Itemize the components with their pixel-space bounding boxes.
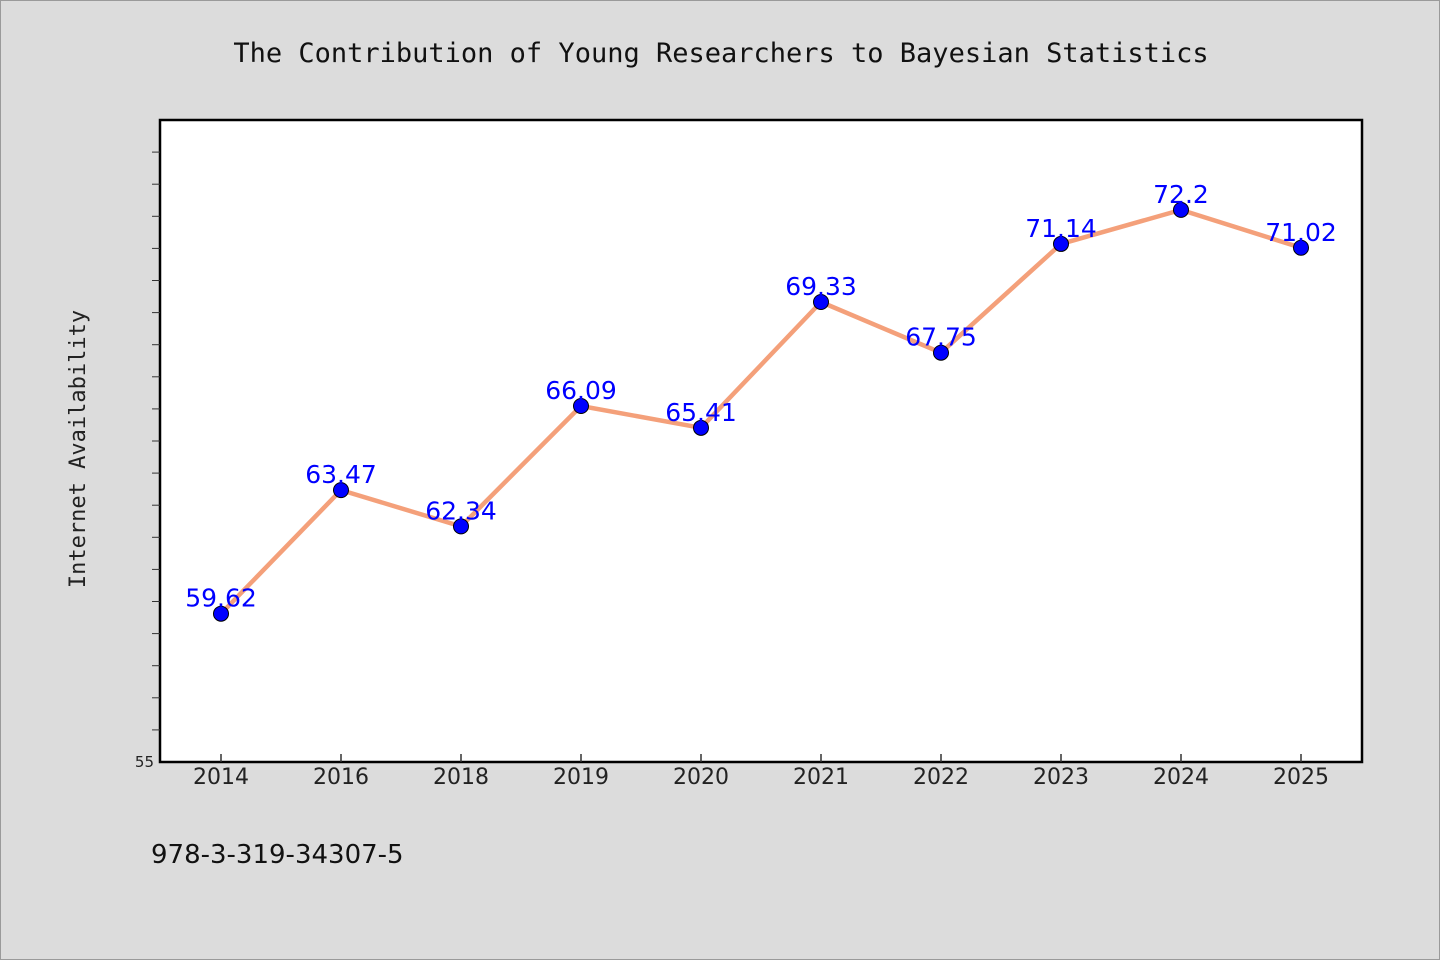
x-tick-label: 2023 [1033,765,1089,790]
x-tick-label: 2014 [193,765,249,790]
x-tick-label: 2025 [1273,765,1329,790]
data-label-2023: 71.14 [1025,214,1097,243]
data-label-2016: 63.47 [305,460,377,489]
data-label-2022: 67.75 [905,323,977,352]
data-point-2022 [933,344,949,361]
y-tick-label: 55 [135,753,154,771]
x-tick-label: 2019 [553,765,609,790]
y-axis-label: Internet Availability [66,310,91,588]
x-axis-ticks: 2014 2016 2018 2019 2020 2021 2022 2023 2024 2025 [193,754,1329,790]
x-tick-label: 2024 [1153,765,1209,790]
x-tick-label: 2020 [673,765,729,790]
data-point-2024 [1173,201,1189,218]
y-axis-ticks: 55 [135,151,160,771]
data-label-2025: 71.02 [1265,218,1337,247]
data-markers [213,201,1309,622]
data-label-2018: 62.34 [425,496,497,525]
x-tick-label: 2016 [313,765,369,790]
data-label-2019: 66.09 [545,376,617,405]
data-label-2014: 59.62 [185,584,257,613]
plot-area [158,118,1364,764]
data-label-2024: 72.2 [1153,180,1209,209]
data-point-2014 [213,605,229,622]
x-tick-label: 2018 [433,765,489,790]
data-point-2023 [1053,235,1069,252]
footer-isbn-text: 978-3-319-34307-5 [151,840,404,870]
chart-title: The Contribution of Young Researchers to… [233,38,1208,69]
data-point-2018 [453,518,469,535]
data-point-2020 [693,419,709,436]
data-label-2021: 69.33 [785,272,857,301]
data-point-2019 [573,398,589,415]
data-point-2021 [813,294,829,311]
data-point-2025 [1293,239,1309,256]
x-tick-label: 2021 [793,765,849,790]
series-line [218,207,1304,616]
data-labels: 59.62 63.47 62.34 66.09 65.41 69.33 67.75 71.14… [185,180,1337,613]
x-tick-label: 2022 [913,765,969,790]
series-line-group [218,207,1304,616]
data-label-2020: 65.41 [665,398,737,427]
data-point-2016 [333,482,349,499]
